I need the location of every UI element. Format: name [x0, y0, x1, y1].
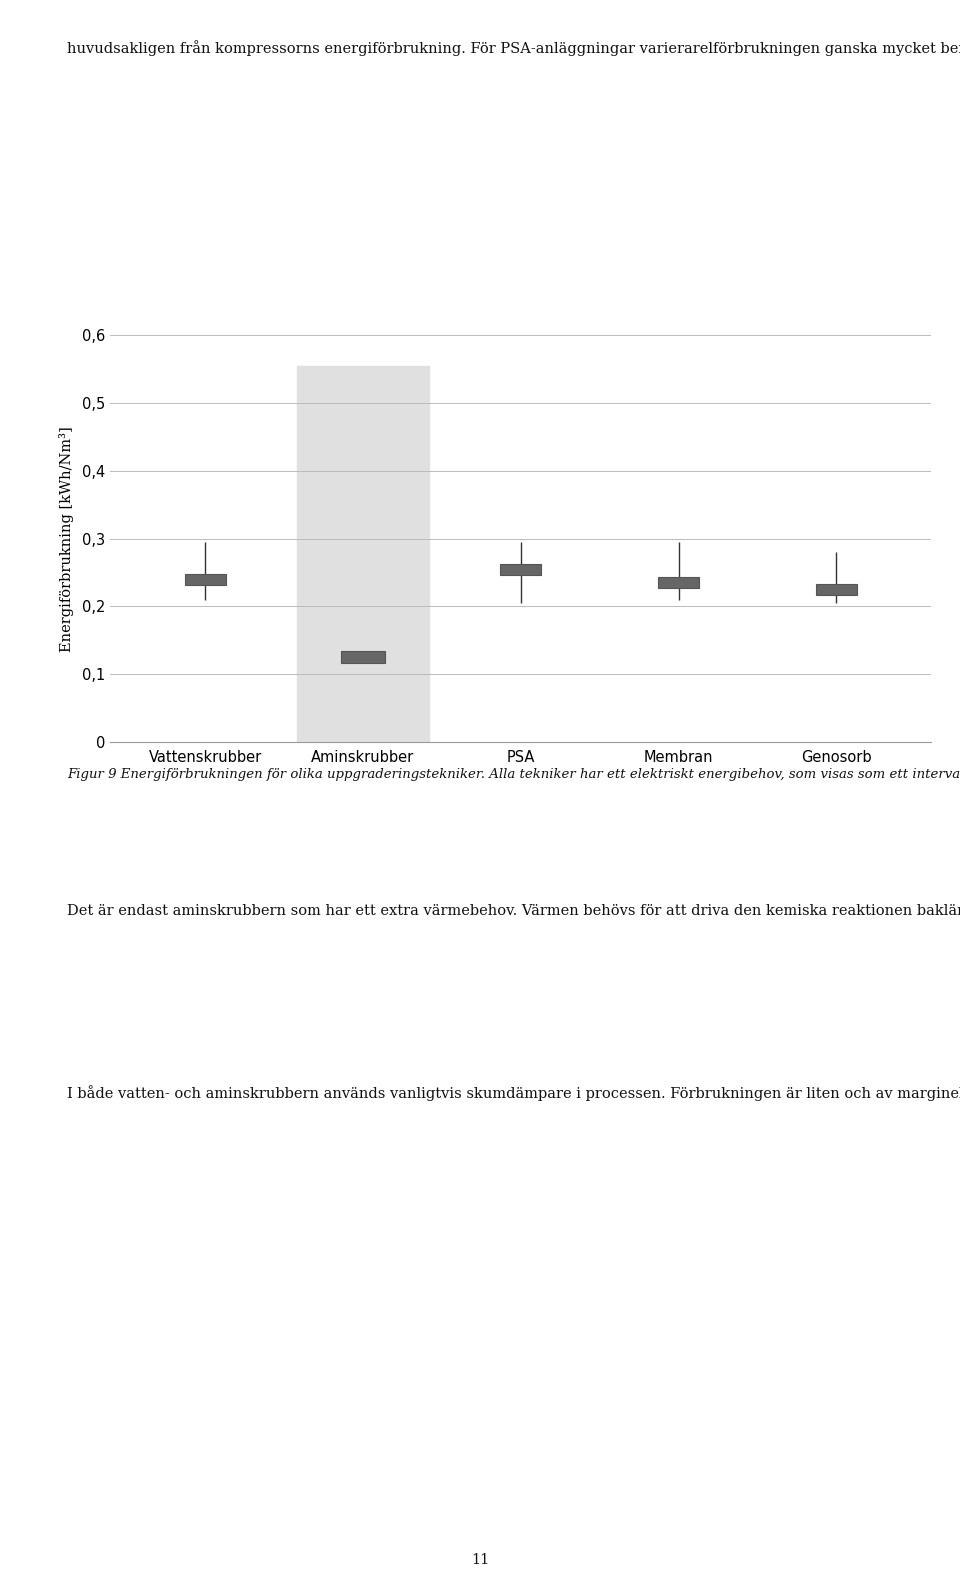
Text: Det är endast aminskrubbern som har ett extra värmebehov. Värmen behövs för att : Det är endast aminskrubbern som har ett …: [67, 902, 960, 918]
Y-axis label: Energiförbrukning [kWh/Nm³]: Energiförbrukning [kWh/Nm³]: [59, 426, 74, 651]
Bar: [297, 365, 429, 742]
Text: I både vatten- och aminskrubbern används vanligtvis skumdämpare i processen. För: I både vatten- och aminskrubbern används…: [67, 1085, 960, 1101]
Bar: [184, 575, 226, 584]
Text: huvudsakligen från kompressorns energiförbrukning. För PSA-anläggningar varierar: huvudsakligen från kompressorns energifö…: [67, 40, 960, 56]
Bar: [816, 584, 857, 595]
Text: 11: 11: [470, 1553, 490, 1567]
Bar: [659, 578, 699, 589]
Bar: [341, 651, 385, 664]
Bar: [500, 563, 541, 575]
Text: Figur 9 Energiförbrukningen för olika uppgraderingstekniker. Alla tekniker har e: Figur 9 Energiförbrukningen för olika up…: [67, 766, 960, 780]
